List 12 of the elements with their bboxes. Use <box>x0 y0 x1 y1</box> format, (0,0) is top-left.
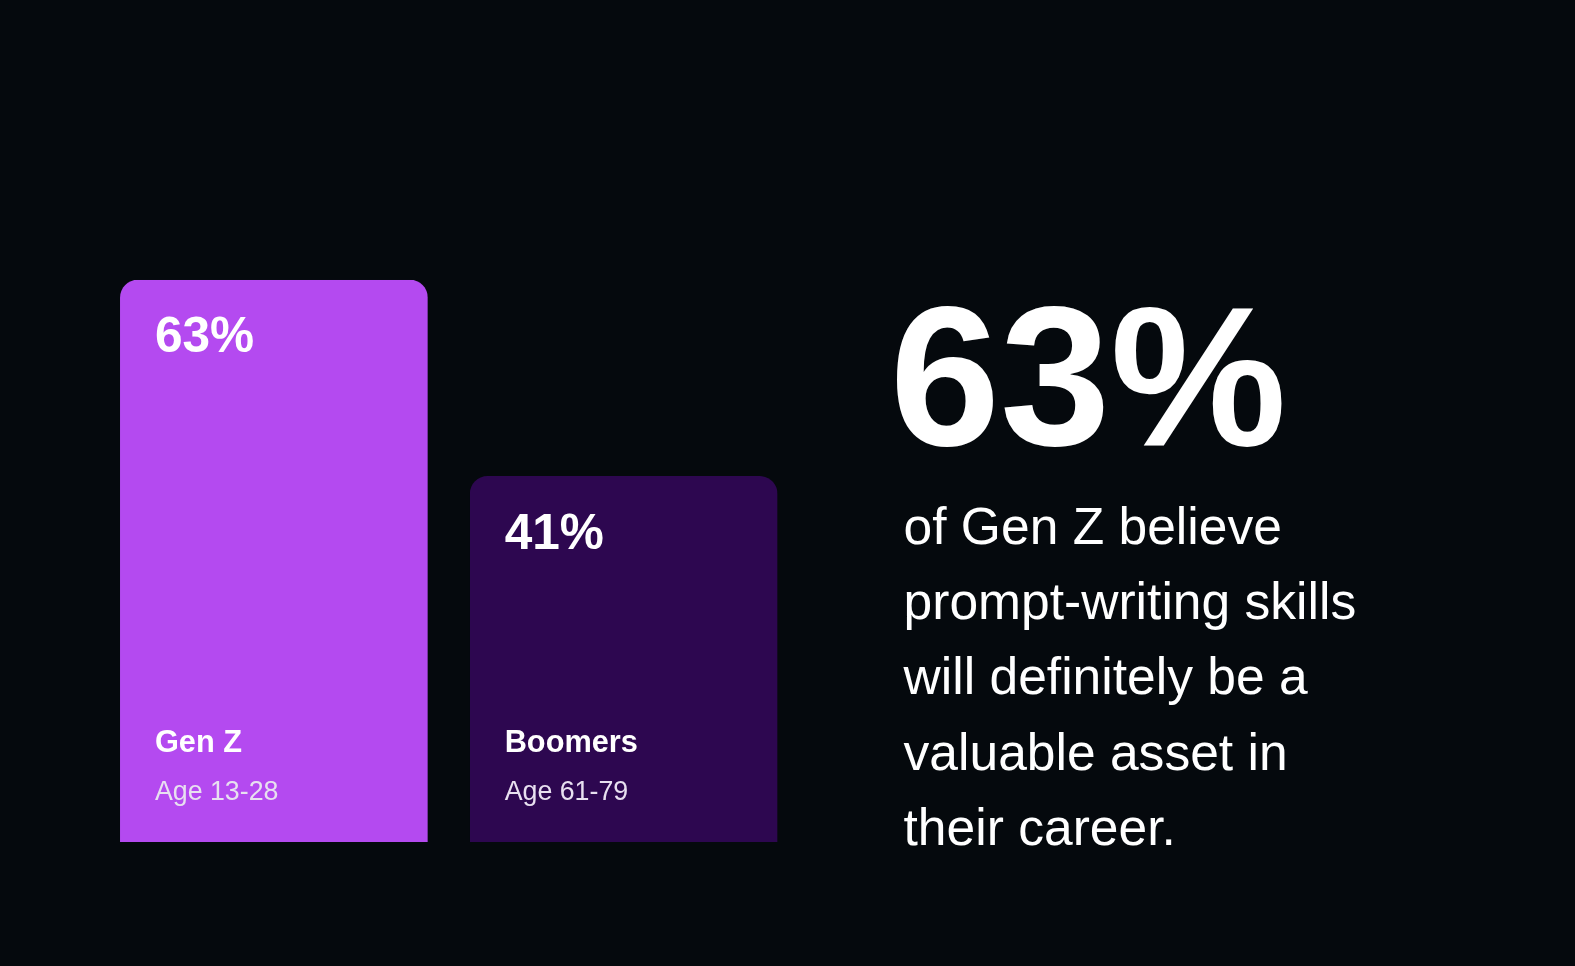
annotation: Age 13-28 <box>154 776 279 807</box>
annotation: Age 61-79 <box>504 776 629 807</box>
data-label: 41% <box>504 503 604 560</box>
text: 63% <box>889 265 1287 488</box>
x-tick-label: Boomers <box>504 723 638 759</box>
text: their career. <box>903 798 1176 857</box>
text: will definitely be a <box>902 647 1308 706</box>
data-label: 63% <box>154 307 255 364</box>
text: of Gen Z believe <box>903 496 1282 555</box>
text: prompt-writing skills <box>903 571 1357 630</box>
x-tick-label: Gen Z <box>154 723 242 759</box>
text: valuable asset in <box>903 722 1288 781</box>
